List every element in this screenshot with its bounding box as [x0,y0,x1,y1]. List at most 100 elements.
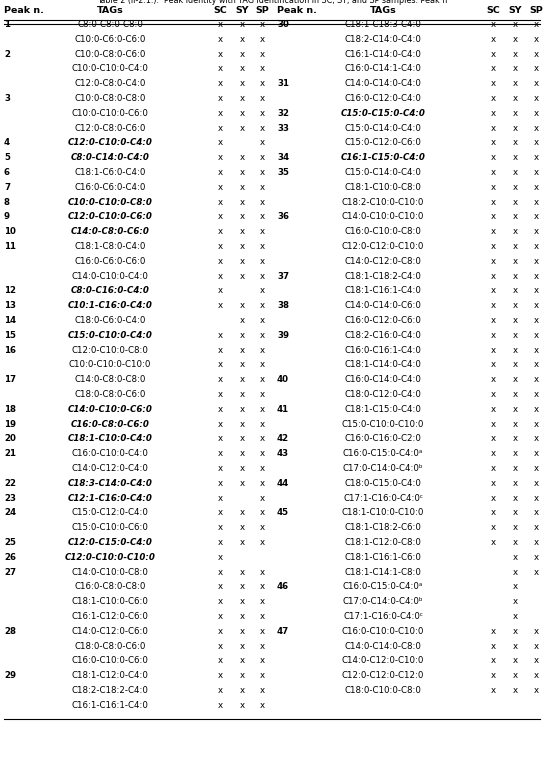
Text: x: x [512,449,517,458]
Text: C14:0-C8:0-C8:0: C14:0-C8:0-C8:0 [75,376,146,384]
Text: x: x [239,686,245,695]
Text: 9: 9 [4,212,10,221]
Text: x: x [259,301,264,310]
Text: C14:0-C12:0-C6:0: C14:0-C12:0-C6:0 [72,626,149,636]
Text: x: x [491,183,496,192]
Text: x: x [218,376,222,384]
Text: x: x [534,94,539,103]
Text: x: x [239,227,245,236]
Text: x: x [491,671,496,681]
Text: C18:1-C18:3-C4:0: C18:1-C18:3-C4:0 [344,20,422,29]
Text: C10:0-C10:0-C8:0: C10:0-C10:0-C8:0 [67,198,152,207]
Text: C16:0-C10:0-C8:0: C16:0-C10:0-C8:0 [344,227,422,236]
Text: x: x [512,79,517,89]
Text: x: x [491,376,496,384]
Text: x: x [239,656,245,666]
Text: x: x [534,139,539,147]
Text: x: x [534,34,539,44]
Text: x: x [239,701,245,710]
Text: C14:0-C12:0-C10:0: C14:0-C12:0-C10:0 [342,656,424,666]
Text: 32: 32 [277,109,289,118]
Text: x: x [534,168,539,177]
Text: C14:0-C10:0-C6:0: C14:0-C10:0-C6:0 [67,405,152,414]
Text: 12: 12 [4,286,16,296]
Text: x: x [218,671,222,681]
Text: C16:0-C14:1-C4:0: C16:0-C14:1-C4:0 [344,64,422,74]
Text: x: x [259,124,264,132]
Text: C14:0-C10:0-C8:0: C14:0-C10:0-C8:0 [72,568,149,576]
Text: C16:0-C14:0-C4:0: C16:0-C14:0-C4:0 [344,376,422,384]
Text: x: x [534,79,539,89]
Text: 29: 29 [4,671,16,681]
Text: C16:0-C8:0-C6:0: C16:0-C8:0-C6:0 [71,419,150,429]
Text: x: x [491,494,496,503]
Text: x: x [218,390,222,399]
Text: x: x [512,464,517,473]
Text: x: x [534,553,539,562]
Text: x: x [218,124,222,132]
Text: x: x [491,538,496,547]
Text: x: x [218,331,222,339]
Text: x: x [218,168,222,177]
Text: x: x [534,449,539,458]
Text: TAGs: TAGs [97,6,123,15]
Text: C18:2-C14:0-C4:0: C18:2-C14:0-C4:0 [344,34,422,44]
Text: x: x [218,346,222,354]
Text: x: x [534,64,539,74]
Text: x: x [491,227,496,236]
Text: C10:1-C16:0-C4:0: C10:1-C16:0-C4:0 [67,301,152,310]
Text: SC: SC [213,6,227,15]
Text: x: x [218,34,222,44]
Text: x: x [239,153,245,162]
Text: x: x [218,523,222,532]
Text: C18:1-C10:0-C6:0: C18:1-C10:0-C6:0 [72,597,149,606]
Text: C10:0-C6:0-C6:0: C10:0-C6:0-C6:0 [75,34,146,44]
Text: x: x [491,641,496,651]
Text: 44: 44 [277,479,289,488]
Text: C12:0-C15:0-C4:0: C12:0-C15:0-C4:0 [67,538,152,547]
Text: x: x [512,523,517,532]
Text: C15:0-C14:0-C4:0: C15:0-C14:0-C4:0 [344,124,422,132]
Text: x: x [218,641,222,651]
Text: x: x [534,568,539,576]
Text: x: x [218,701,222,710]
Text: x: x [239,538,245,547]
Text: x: x [259,34,264,44]
Text: x: x [512,553,517,562]
Text: C16:0-C10:0-C6:0: C16:0-C10:0-C6:0 [72,656,149,666]
Text: x: x [239,597,245,606]
Text: x: x [259,271,264,281]
Text: x: x [259,538,264,547]
Text: 31: 31 [277,79,289,89]
Text: x: x [239,434,245,444]
Text: x: x [534,301,539,310]
Text: x: x [259,405,264,414]
Text: x: x [259,139,264,147]
Text: x: x [491,656,496,666]
Text: C14:0-C14:0-C4:0: C14:0-C14:0-C4:0 [344,79,422,89]
Text: C12:0-C8:0-C6:0: C12:0-C8:0-C6:0 [75,124,146,132]
Text: 40: 40 [277,376,289,384]
Text: C18:1-C8:0-C4:0: C18:1-C8:0-C4:0 [75,242,146,251]
Text: x: x [491,124,496,132]
Text: x: x [491,286,496,296]
Text: x: x [259,656,264,666]
Text: x: x [512,198,517,207]
Text: x: x [534,641,539,651]
Text: x: x [512,286,517,296]
Text: x: x [491,198,496,207]
Text: x: x [239,20,245,29]
Text: x: x [239,419,245,429]
Text: C14:0-C12:0-C8:0: C14:0-C12:0-C8:0 [344,257,422,266]
Text: x: x [534,286,539,296]
Text: x: x [218,139,222,147]
Text: C10:0-C8:0-C6:0: C10:0-C8:0-C6:0 [75,49,146,59]
Text: 15: 15 [4,331,16,339]
Text: x: x [534,508,539,517]
Text: x: x [259,183,264,192]
Text: C16:1-C12:0-C6:0: C16:1-C12:0-C6:0 [72,612,149,621]
Text: x: x [218,79,222,89]
Text: x: x [534,376,539,384]
Text: 19: 19 [4,419,16,429]
Text: C18:1-C10:0-C4:0: C18:1-C10:0-C4:0 [67,434,152,444]
